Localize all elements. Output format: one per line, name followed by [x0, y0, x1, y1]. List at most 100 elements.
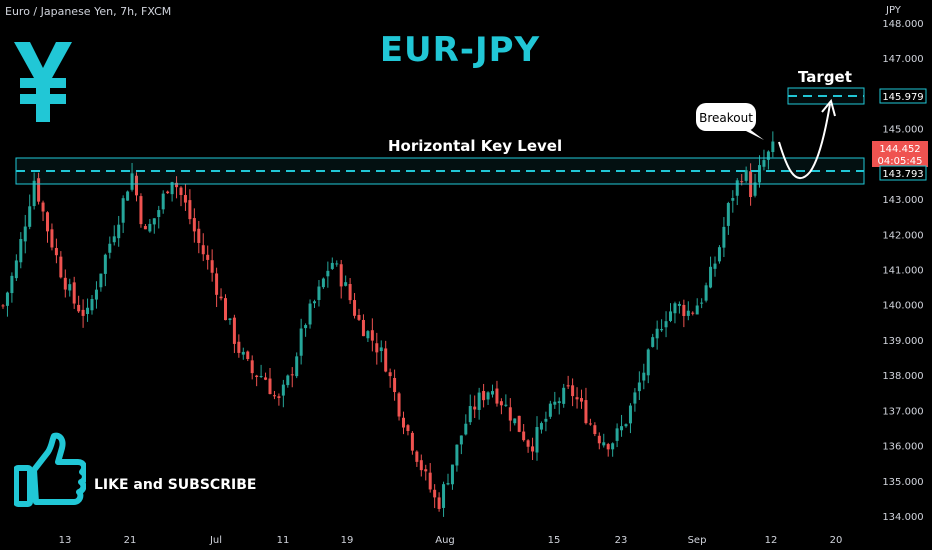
candle: [166, 190, 170, 194]
candle: [415, 450, 419, 467]
candle: [442, 481, 446, 517]
candle: [112, 225, 116, 246]
symbol-title[interactable]: Euro / Japanese Yen, 7h, FXCM: [5, 5, 172, 18]
candle: [402, 411, 405, 435]
candle: [615, 423, 619, 448]
candle: [290, 367, 294, 388]
candle: [673, 301, 677, 324]
candle: [584, 387, 588, 425]
candle: [531, 437, 535, 461]
candle: [771, 131, 775, 158]
candle: [130, 162, 134, 192]
candle: [148, 218, 152, 233]
candle: [321, 277, 325, 289]
candle: [593, 422, 597, 437]
svg-text:04:05:45: 04:05:45: [878, 156, 923, 167]
candle: [709, 256, 713, 289]
candle: [393, 369, 397, 401]
candle: [491, 384, 494, 398]
candle: [152, 218, 156, 234]
candle: [624, 423, 628, 428]
candle: [103, 253, 107, 287]
projection-arrow: [778, 103, 831, 180]
candle: [179, 186, 183, 207]
candle: [188, 189, 192, 225]
candle: [397, 391, 401, 421]
candle: [192, 208, 196, 243]
candle: [468, 394, 472, 425]
candle: [50, 223, 54, 251]
candle: [326, 261, 330, 288]
candle: [143, 223, 147, 230]
candle: [68, 278, 72, 297]
candle: [495, 380, 499, 407]
candle: [157, 205, 161, 229]
candle: [522, 424, 526, 442]
time-axis: 13 21 Jul 11 19 Aug 15 23 Sep 12 20: [59, 535, 843, 546]
y-tick-label: 136.000: [882, 442, 923, 453]
candle: [135, 172, 138, 202]
y-tick-label: 134.000: [882, 512, 923, 523]
candle: [731, 190, 735, 213]
y-tick-label: 142.000: [882, 230, 923, 241]
candle: [264, 372, 268, 381]
candle: [726, 201, 730, 235]
candle: [388, 368, 392, 388]
candle: [370, 318, 374, 352]
candle: [255, 374, 259, 387]
candle: [686, 301, 690, 321]
candle: [183, 183, 187, 211]
candle: [606, 442, 610, 457]
candle: [201, 233, 205, 262]
x-tick-label: 15: [548, 535, 561, 546]
candle: [669, 303, 672, 323]
candle: [286, 374, 290, 388]
candle: [571, 378, 575, 407]
candle: [121, 195, 125, 233]
candle: [313, 299, 316, 309]
candle: [32, 172, 36, 210]
candle: [366, 330, 370, 342]
x-tick-label: Jul: [209, 535, 222, 546]
candle: [28, 194, 32, 230]
target-price-badge: 145.979: [879, 88, 927, 104]
y-tick-label: 145.000: [882, 125, 923, 136]
x-tick-label: 12: [765, 535, 778, 546]
candle: [384, 340, 388, 373]
candle: [459, 435, 463, 455]
breakout-label: Breakout: [699, 111, 753, 125]
candle: [210, 249, 214, 282]
candle: [637, 371, 641, 400]
candle: [580, 389, 583, 409]
candle: [428, 463, 432, 493]
candle: [611, 442, 615, 457]
candle: [419, 454, 423, 477]
candle: [597, 432, 601, 450]
candle: [766, 150, 770, 170]
candle: [308, 299, 312, 329]
candle: [59, 251, 63, 279]
candle: [562, 383, 566, 408]
candle: [335, 260, 339, 267]
candle: [664, 311, 668, 338]
candle: [99, 273, 103, 292]
x-tick-label: 23: [615, 535, 628, 546]
y-tick-label: 138.000: [882, 371, 923, 382]
candle: [339, 259, 343, 299]
y-tick-label: 137.000: [882, 406, 923, 417]
target-label: Target: [798, 68, 852, 86]
candle: [215, 267, 219, 308]
candle: [161, 190, 165, 214]
candle: [277, 393, 281, 406]
candle: [704, 282, 708, 303]
current-price-badge: 144.452 04:05:45: [872, 141, 928, 167]
candle: [753, 173, 757, 198]
candle: [108, 236, 112, 259]
candle: [566, 375, 570, 389]
candle: [553, 391, 557, 409]
candle: [695, 298, 699, 315]
key-level-label: Horizontal Key Level: [388, 137, 563, 155]
candle: [344, 275, 348, 287]
candle: [86, 298, 90, 322]
candle: [299, 318, 303, 365]
